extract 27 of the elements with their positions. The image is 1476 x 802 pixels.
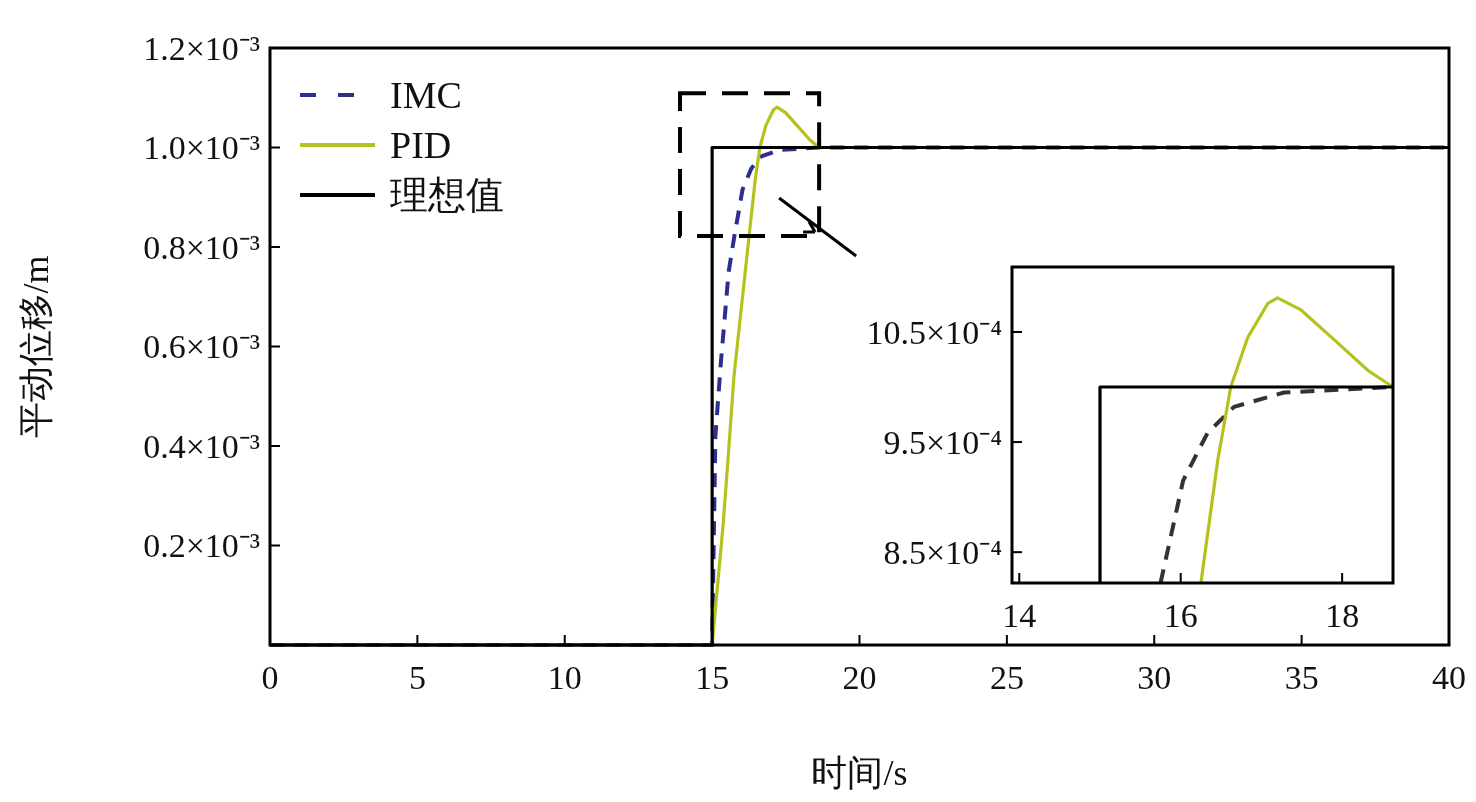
x-tick-label: 40 [1432, 659, 1466, 696]
y-tick-label: 9.5×10⁻⁴ [883, 423, 1002, 461]
y-tick-label: 10.5×10⁻⁴ [866, 313, 1002, 351]
y-tick-label: 0.6×10⁻³ [143, 328, 260, 366]
y-tick-label: 0.2×10⁻³ [143, 527, 260, 565]
x-tick-label: 10 [547, 659, 582, 696]
x-tick-label: 30 [1137, 659, 1172, 696]
legend-label: 理想值 [390, 174, 504, 216]
y-tick-label: 0.8×10⁻³ [143, 228, 260, 266]
line-series [1199, 296, 1395, 585]
x-tick-label: 20 [842, 659, 877, 696]
x-tick-label: 5 [408, 659, 426, 696]
x-tick-label: 16 [1163, 597, 1198, 634]
y-tick-label: 1.0×10⁻³ [143, 129, 260, 167]
x-tick-label: 15 [695, 659, 730, 696]
y-axis-title: 平动位移/m [16, 255, 56, 438]
x-tick-label: 0 [261, 659, 279, 696]
x-tick-label: 35 [1284, 659, 1319, 696]
x-tick-label: 14 [1002, 597, 1037, 634]
y-tick-label: 1.2×10⁻³ [143, 29, 260, 67]
legend-label: IMC [390, 74, 462, 116]
legend-label: PID [390, 124, 452, 166]
x-tick-label: 25 [989, 659, 1024, 696]
y-tick-label: 8.5×10⁻⁴ [883, 534, 1002, 572]
x-axis-title: 时间/s [811, 753, 908, 793]
x-tick-label: 18 [1325, 597, 1360, 634]
y-tick-label: 0.4×10⁻³ [143, 427, 260, 465]
